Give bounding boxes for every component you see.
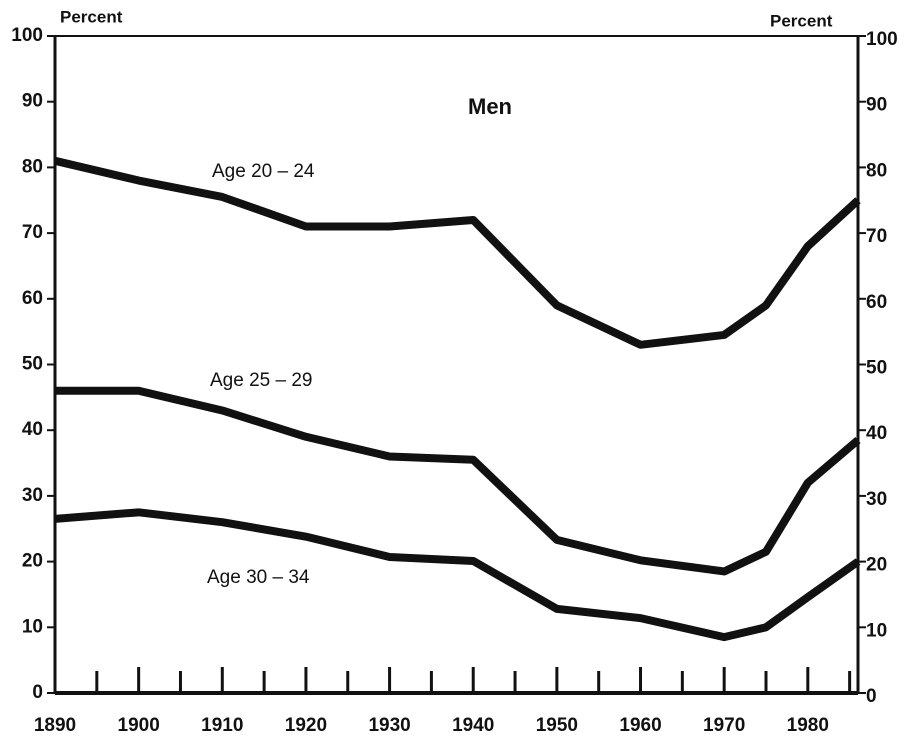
line xyxy=(55,386,861,576)
x-tick-label: 1980 xyxy=(787,715,829,736)
x-tick-label: 1940 xyxy=(452,715,494,736)
chart-title: Men xyxy=(468,94,512,119)
y2-tick-label: 0 xyxy=(866,686,877,707)
y-tick-label: 70 xyxy=(22,222,43,243)
y-tick-label: 20 xyxy=(22,551,43,572)
series-label: Age 20 – 24 xyxy=(212,161,315,182)
x-tick-label: 1920 xyxy=(285,715,327,736)
x-tick-label: 1930 xyxy=(368,715,410,736)
x-tick-label: 1960 xyxy=(619,715,661,736)
x-tick-label: 1950 xyxy=(536,715,578,736)
y2-tick-label: 100 xyxy=(866,29,898,50)
y-tick-label: 60 xyxy=(22,288,43,309)
y-tick-label: 80 xyxy=(22,156,43,177)
x-tick-label: 1970 xyxy=(703,715,745,736)
x-tick-label: 1890 xyxy=(34,715,76,736)
y-tick-label: 10 xyxy=(22,616,43,637)
y-tick-label: 30 xyxy=(22,485,43,506)
line xyxy=(54,508,861,642)
y2-tick-label: 10 xyxy=(866,620,887,641)
y-tick-label: 90 xyxy=(22,91,43,112)
y2-tick-label: 60 xyxy=(866,292,887,313)
y2-tick-label: 20 xyxy=(866,555,887,576)
line xyxy=(54,156,861,349)
series-label: Age 25 – 29 xyxy=(210,370,312,391)
y2-tick-label: 50 xyxy=(866,358,887,379)
x-tick-label: 1900 xyxy=(118,715,160,736)
y2-tick-label: 70 xyxy=(866,226,887,247)
y-tick-label: 0 xyxy=(32,682,43,703)
y-tick-label: 40 xyxy=(22,419,43,440)
y2-axis-label: Percent xyxy=(770,11,833,30)
y2-tick-label: 80 xyxy=(866,160,887,181)
y-tick-label: 50 xyxy=(22,354,43,375)
y-tick-label: 100 xyxy=(11,25,43,46)
y2-tick-label: 30 xyxy=(866,489,887,510)
y2-tick-label: 40 xyxy=(866,423,887,444)
series-label: Age 30 – 34 xyxy=(207,567,310,588)
y2-tick-label: 90 xyxy=(866,95,887,116)
y-axis-label: Percent xyxy=(60,7,123,26)
x-tick-label: 1910 xyxy=(201,715,243,736)
